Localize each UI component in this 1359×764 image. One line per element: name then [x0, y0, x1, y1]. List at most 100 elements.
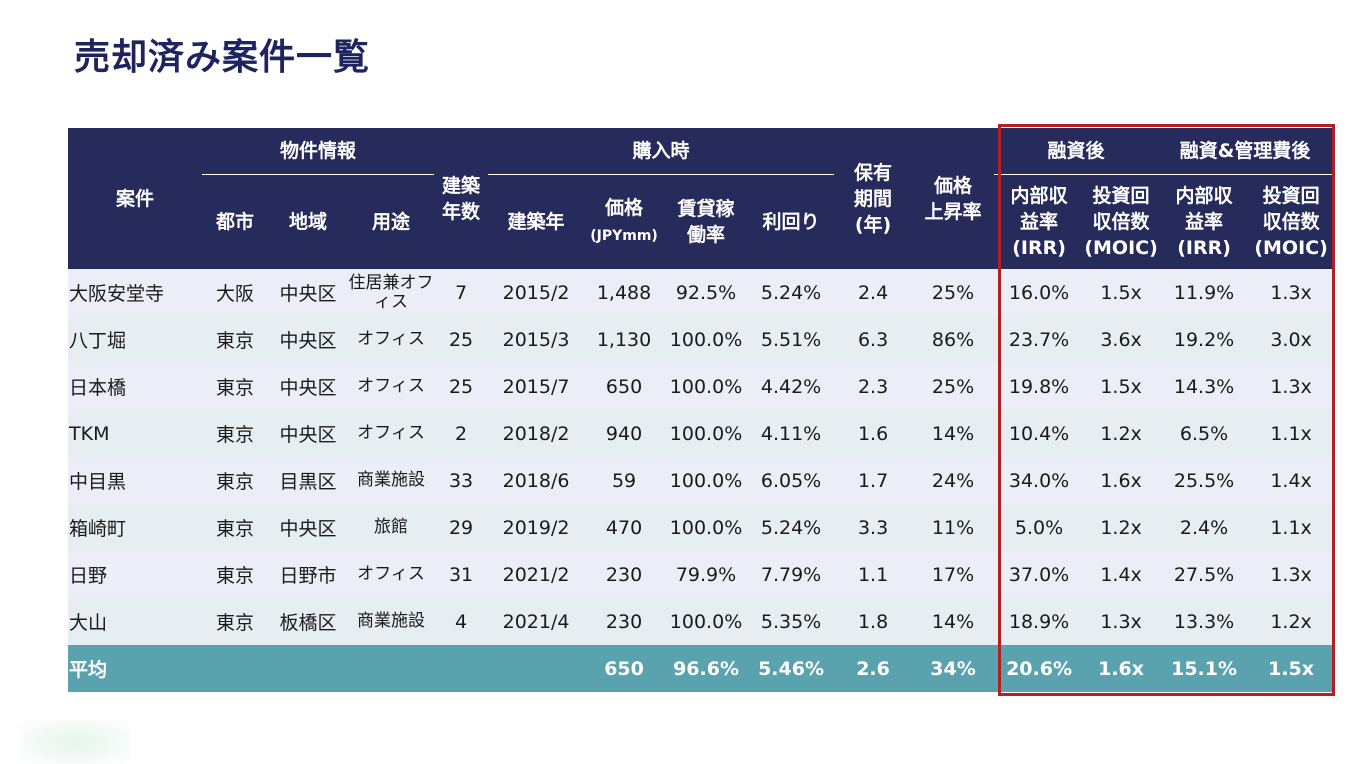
cell-holding-period: 1.7: [834, 457, 913, 504]
cell-moic-after-financing: 1.6x: [1084, 457, 1159, 504]
cell-moic-after-mgmt: 1.1x: [1250, 504, 1333, 551]
cell-built-year: 2019/2: [488, 504, 585, 551]
header-moic-after-mgmt: 投資回 収倍数 (MOIC): [1250, 173, 1333, 269]
cell-appreciation: 86%: [912, 316, 995, 363]
header-irr-after-mgmt: 内部収 益率 (IRR): [1158, 173, 1251, 269]
sold-deals-table: 案件 物件情報 建築 年数 購入時 保有 期間 (年) 価格 上昇率 融資後 融資&管理…: [68, 128, 1333, 692]
cell-area: 中央区: [268, 269, 348, 316]
header-moic-after-financing: 投資回 収倍数 (MOIC): [1084, 173, 1159, 269]
cell-occupancy: 92.5%: [664, 269, 749, 316]
table-row: 大山 東京 板橋区 商業施設 4 2021/4 230 100.0% 5.35% 1.8 14% 18…: [68, 598, 1333, 645]
cell-occupancy: 100.0%: [664, 598, 749, 645]
table-row: 箱崎町 東京 中央区 旅館 29 2019/2 470 100.0% 5.24% 3.3 11% 5.…: [68, 504, 1333, 551]
cell-built-year: 2015/7: [488, 363, 585, 410]
cell-irr-after-mgmt: 25.5%: [1158, 457, 1251, 504]
header-property-info: 物件情報: [202, 128, 435, 174]
header-area: 地域: [268, 173, 348, 269]
cell-project-name: TKM: [68, 410, 202, 457]
cell-built-year: 2021/2: [488, 551, 585, 598]
cell-use: オフィス: [348, 363, 435, 410]
cell-irr-after-mgmt: 13.3%: [1158, 598, 1251, 645]
cell-city: 東京: [202, 598, 268, 645]
cell-occupancy: 100.0%: [664, 410, 749, 457]
header-after-financing: 融資後: [994, 128, 1159, 174]
cell-building-age: 33: [434, 457, 489, 504]
cell-yield: 4.42%: [748, 363, 835, 410]
cell-building-age: 7: [434, 269, 489, 316]
table-row: TKM 東京 中央区 オフィス 2 2018/2 940 100.0% 4.11% 1.6 14% 1…: [68, 410, 1333, 457]
cell-city: 東京: [202, 551, 268, 598]
cell-city: 東京: [202, 504, 268, 551]
cell-price: 470: [584, 504, 665, 551]
cell-building-age: 2: [434, 410, 489, 457]
cell-irr-after-financing: 5.0%: [994, 504, 1085, 551]
cell-moic-after-financing: 1.5x: [1084, 363, 1159, 410]
cell-occupancy: 100.0%: [664, 457, 749, 504]
cell-use: 商業施設: [348, 598, 435, 645]
cell-use: オフィス: [348, 316, 435, 363]
header-building-age: 建築 年数: [434, 128, 489, 269]
cell-moic-after-financing: 1.3x: [1084, 598, 1159, 645]
average-price: 650: [584, 645, 665, 692]
cell-built-year: 2021/4: [488, 598, 585, 645]
average-irr-after-financing: 20.6%: [994, 645, 1085, 692]
header-holding-period: 保有 期間 (年): [834, 128, 913, 269]
cell-moic-after-mgmt: 1.2x: [1250, 598, 1333, 645]
cell-area: 中央区: [268, 363, 348, 410]
cell-area: 中央区: [268, 316, 348, 363]
average-appreciation: 34%: [912, 645, 995, 692]
cell-irr-after-mgmt: 14.3%: [1158, 363, 1251, 410]
cell-irr-after-mgmt: 19.2%: [1158, 316, 1251, 363]
table-row: 八丁堀 東京 中央区 オフィス 25 2015/3 1,130 100.0% 5.51% 6.3 8…: [68, 316, 1333, 363]
cell-moic-after-financing: 1.4x: [1084, 551, 1159, 598]
average-holding: 2.6: [834, 645, 913, 692]
cell-yield: 5.51%: [748, 316, 835, 363]
cell-price: 1,488: [584, 269, 665, 316]
cell-irr-after-financing: 19.8%: [994, 363, 1085, 410]
header-purchase: 購入時: [488, 128, 835, 174]
header-price: 価格 (JPYmm): [584, 173, 665, 269]
table-row: 日本橋 東京 中央区 オフィス 25 2015/7 650 100.0% 4.42% 2.3 25%…: [68, 363, 1333, 410]
cell-yield: 4.11%: [748, 410, 835, 457]
average-label: 平均: [68, 645, 202, 692]
header-city: 都市: [202, 173, 268, 269]
cell-moic-after-mgmt: 1.3x: [1250, 551, 1333, 598]
cell-holding-period: 2.3: [834, 363, 913, 410]
cell-holding-period: 6.3: [834, 316, 913, 363]
header-occupancy: 賃貸稼 働率: [664, 173, 749, 269]
cell-irr-after-financing: 23.7%: [994, 316, 1085, 363]
cell-irr-after-mgmt: 6.5%: [1158, 410, 1251, 457]
cell-built-year: 2018/2: [488, 410, 585, 457]
cell-appreciation: 14%: [912, 410, 995, 457]
cell-moic-after-mgmt: 1.4x: [1250, 457, 1333, 504]
cell-built-year: 2015/3: [488, 316, 585, 363]
cell-price: 650: [584, 363, 665, 410]
cell-moic-after-financing: 1.2x: [1084, 410, 1159, 457]
cell-use: オフィス: [348, 551, 435, 598]
cell-building-age: 25: [434, 316, 489, 363]
cell-yield: 6.05%: [748, 457, 835, 504]
cell-appreciation: 25%: [912, 269, 995, 316]
cell-moic-after-financing: 1.5x: [1084, 269, 1159, 316]
cell-appreciation: 17%: [912, 551, 995, 598]
cell-irr-after-mgmt: 27.5%: [1158, 551, 1251, 598]
cell-occupancy: 79.9%: [664, 551, 749, 598]
cell-occupancy: 100.0%: [664, 316, 749, 363]
cell-building-age: 25: [434, 363, 489, 410]
cell-project-name: 大阪安堂寺: [68, 269, 202, 316]
header-irr-after-financing: 内部収 益率 (IRR): [994, 173, 1085, 269]
header-yield: 利回り: [748, 173, 835, 269]
cell-moic-after-mgmt: 1.3x: [1250, 363, 1333, 410]
cell-city: 東京: [202, 457, 268, 504]
cell-moic-after-financing: 1.2x: [1084, 504, 1159, 551]
header-price-appreciation: 価格 上昇率: [912, 128, 995, 269]
cell-area: 日野市: [268, 551, 348, 598]
cell-use: 旅館: [348, 504, 435, 551]
cell-project-name: 日野: [68, 551, 202, 598]
cell-area: 中央区: [268, 504, 348, 551]
decorative-glow: [20, 720, 130, 764]
cell-use: 住居兼オフィス: [348, 269, 435, 316]
cell-irr-after-mgmt: 11.9%: [1158, 269, 1251, 316]
cell-building-age: 31: [434, 551, 489, 598]
cell-holding-period: 3.3: [834, 504, 913, 551]
